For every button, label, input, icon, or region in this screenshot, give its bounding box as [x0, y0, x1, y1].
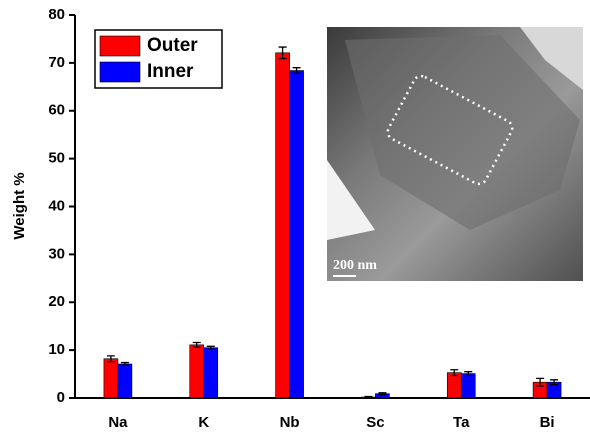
legend-swatch — [99, 35, 141, 57]
error-bar — [120, 361, 129, 367]
y-tick-label: 20 — [48, 293, 65, 310]
y-tick-label: 10 — [48, 341, 65, 358]
scale-bar-label: 200 nm — [333, 258, 377, 273]
x-tick-label: Na — [108, 414, 128, 431]
y-tick-label: 80 — [48, 6, 65, 23]
bar — [446, 372, 462, 399]
x-tick-label: Ta — [453, 414, 470, 431]
bar — [203, 347, 219, 399]
x-tick-label: Sc — [366, 414, 384, 431]
bar — [460, 373, 476, 399]
x-tick-label: K — [198, 414, 209, 431]
legend-label: Inner — [147, 61, 194, 82]
x-tick-label: Bi — [540, 414, 555, 431]
y-tick-label: 0 — [57, 389, 65, 406]
bar — [117, 363, 133, 399]
y-tick-label: 30 — [48, 245, 65, 262]
error-bar — [364, 395, 373, 399]
y-tick-label: 60 — [48, 102, 65, 119]
error-bar — [536, 377, 545, 387]
error-bar — [192, 341, 201, 348]
bar — [103, 358, 119, 399]
bar — [275, 52, 290, 399]
x-tick-label: Nb — [280, 414, 300, 431]
y-tick-label: 40 — [48, 197, 65, 214]
bar — [289, 70, 304, 399]
error-bar — [450, 369, 459, 377]
bar — [189, 344, 205, 399]
error-bar — [206, 345, 215, 350]
error-bar — [378, 392, 387, 396]
inset-image: 200 nm — [327, 27, 583, 281]
y-tick-label: 70 — [48, 54, 65, 71]
y-axis-label: Weight % — [11, 172, 28, 239]
y-tick-label: 50 — [48, 150, 65, 167]
error-bar — [278, 46, 287, 60]
legend-swatch — [99, 61, 141, 83]
error-bar — [106, 355, 115, 363]
error-bar — [464, 371, 473, 377]
legend-label: Outer — [147, 35, 198, 56]
error-bar — [550, 379, 559, 386]
error-bar — [292, 67, 301, 75]
